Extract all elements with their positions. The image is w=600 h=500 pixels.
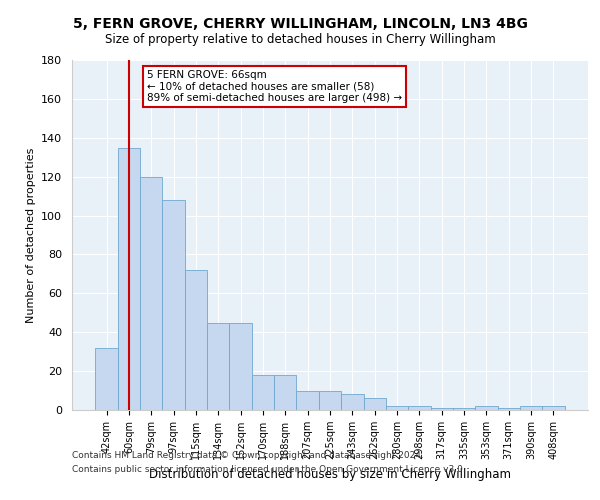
Bar (319, 390, 341, 410)
Text: Size of property relative to detached houses in Cherry Willingham: Size of property relative to detached ho… (104, 32, 496, 46)
Bar (229, 322, 252, 410)
Bar (163, 200, 185, 410)
Bar (408, 406, 431, 410)
Bar (118, 148, 140, 410)
Bar (431, 408, 453, 410)
Bar (296, 390, 319, 410)
Bar (542, 406, 565, 410)
Bar (364, 398, 386, 410)
Bar (252, 375, 274, 410)
X-axis label: Distribution of detached houses by size in Cherry Willingham: Distribution of detached houses by size … (149, 468, 511, 480)
Bar (453, 408, 475, 410)
Bar (95, 348, 118, 410)
Y-axis label: Number of detached properties: Number of detached properties (26, 148, 35, 322)
Text: 5 FERN GROVE: 66sqm
← 10% of detached houses are smaller (58)
89% of semi-detach: 5 FERN GROVE: 66sqm ← 10% of detached ho… (147, 70, 402, 103)
Bar (520, 406, 542, 410)
Bar (497, 408, 520, 410)
Text: 5, FERN GROVE, CHERRY WILLINGHAM, LINCOLN, LN3 4BG: 5, FERN GROVE, CHERRY WILLINGHAM, LINCOL… (73, 18, 527, 32)
Bar (386, 406, 408, 410)
Bar (140, 176, 163, 410)
Bar (274, 375, 296, 410)
Bar (341, 394, 364, 410)
Bar (475, 406, 497, 410)
Bar (185, 270, 207, 410)
Text: Contains HM Land Registry data © Crown copyright and database right 2024.: Contains HM Land Registry data © Crown c… (72, 450, 424, 460)
Text: Contains public sector information licensed under the Open Government Licence v3: Contains public sector information licen… (72, 466, 466, 474)
Bar (207, 322, 229, 410)
